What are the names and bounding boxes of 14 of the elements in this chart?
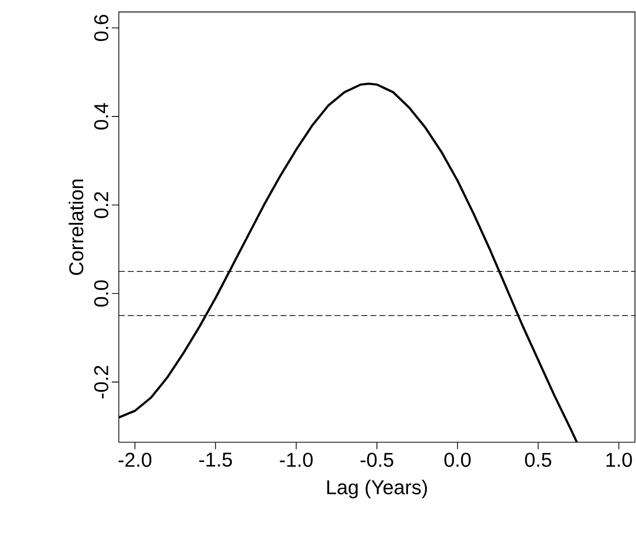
y-tick-label: 0.2 <box>94 192 108 218</box>
x-axis-title: Lag (Years) <box>327 480 427 498</box>
y-axis-title: Correlation <box>68 180 84 275</box>
y-tick-label: -0.2 <box>94 366 108 398</box>
x-tick-label: 0.0 <box>444 452 471 467</box>
x-tick-label: -1.5 <box>199 452 232 467</box>
y-tick-label: 0.0 <box>94 280 108 307</box>
x-tick-label: -1.0 <box>280 452 313 467</box>
x-tick-label: 0.5 <box>525 452 552 467</box>
x-tick-label: -2.0 <box>118 452 152 467</box>
y-tick-label: 0.4 <box>94 103 108 130</box>
y-tick-label: 0.6 <box>94 14 108 41</box>
x-tick-label: -0.5 <box>360 452 394 467</box>
x-tick-label: 1.0 <box>606 452 632 467</box>
